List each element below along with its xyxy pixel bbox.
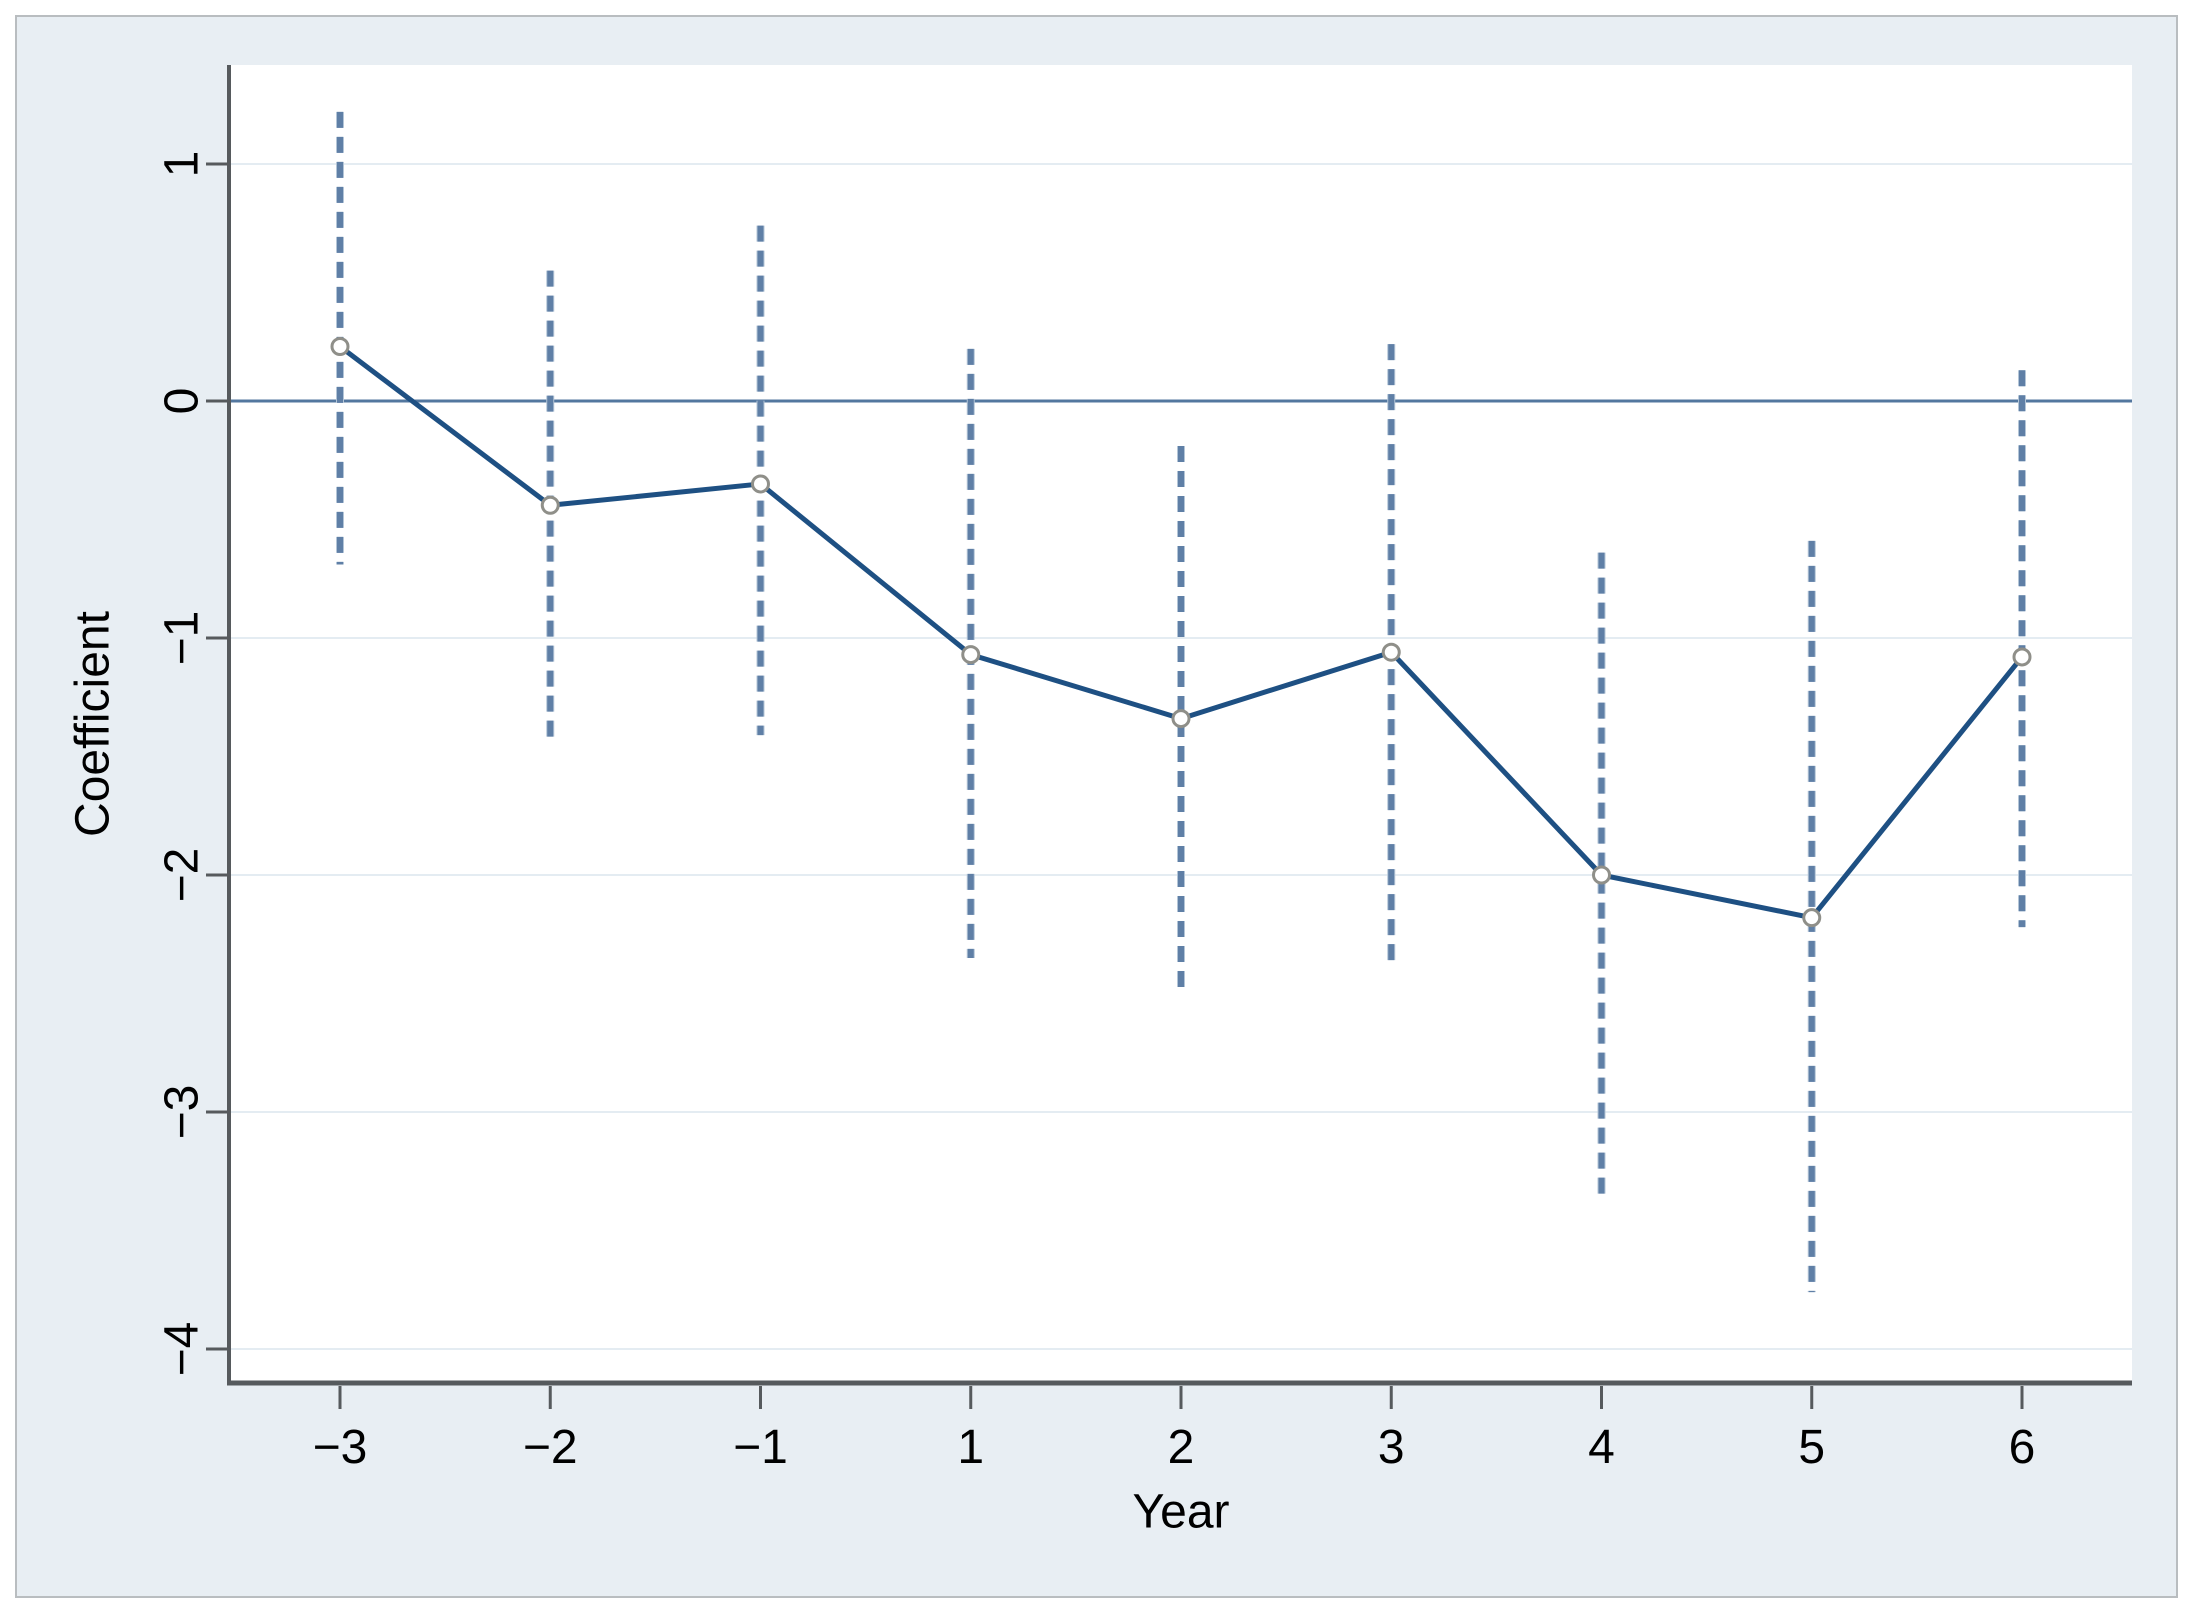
x-tick-label: −2 [523,1421,578,1474]
x-tick-label: 6 [2009,1421,2036,1474]
y-tick-label: −1 [156,611,209,666]
data-point-marker [1802,908,1822,928]
x-tick-label: 3 [1378,1421,1405,1474]
data-point-marker [1592,865,1611,885]
markers [330,336,2032,928]
data-point-marker [2012,647,2032,667]
y-ticks [206,162,227,1351]
y-tick-label: −4 [156,1322,209,1377]
data-point-marker [330,336,350,356]
y-tick-label: 0 [156,388,209,415]
data-point-marker [1171,709,1191,729]
x-tick-label: 4 [1588,1421,1615,1474]
y-tick-labels: 1 0 −1 −2 −3 −4 [156,151,209,1377]
x-tick-label: 2 [1168,1421,1195,1474]
y-tick-label: −2 [156,848,209,903]
data-point-marker [961,645,981,665]
data-point-marker [1381,642,1401,662]
data-point-marker [540,495,560,515]
x-tick-label: −1 [733,1421,788,1474]
x-tick-label: 1 [957,1421,984,1474]
y-tick-label: −3 [156,1085,209,1140]
x-tick-label: 5 [1798,1421,1825,1474]
x-axis-title: Year [1132,1485,1230,1539]
x-tick-label: −3 [313,1421,368,1474]
x-tick-labels: −3 −2 −1 1 2 3 4 5 6 [313,1421,2036,1474]
data-point-marker [751,474,770,494]
y-tick-label: 1 [156,151,209,178]
x-ticks [338,1386,2024,1409]
y-axis-title: Coefficient [66,611,120,837]
